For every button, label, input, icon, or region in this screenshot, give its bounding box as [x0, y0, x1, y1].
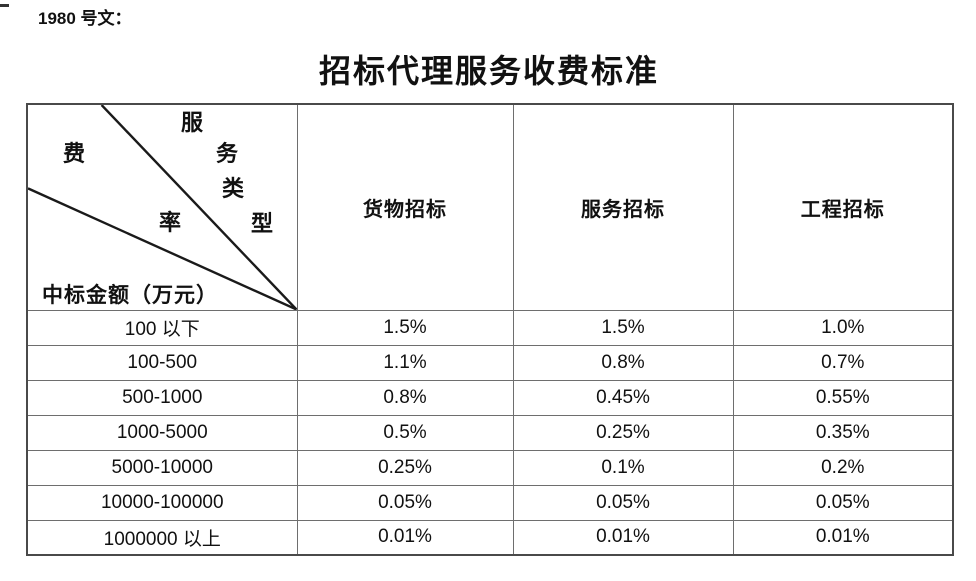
rate-cell: 0.45% — [512, 379, 734, 416]
corner-fee-rate-char-1: 费 — [62, 141, 86, 166]
corner-fee-rate-char-2: 率 — [158, 210, 182, 235]
row-range-cell: 10000-100000 — [26, 484, 298, 521]
rate-cell: 0.05% — [296, 484, 514, 521]
column-header-goods: 货物招标 — [296, 103, 514, 311]
rate-cell: 0.01% — [732, 519, 954, 556]
row-range-cell: 500-1000 — [26, 379, 298, 416]
row-range-cell: 100 以下 — [26, 309, 298, 346]
diagonal-divider-lines — [28, 105, 296, 309]
doc-number-label: 1980 号文： — [38, 9, 132, 28]
rate-cell: 0.01% — [296, 519, 514, 556]
row-range-cell: 1000-5000 — [26, 414, 298, 451]
rate-cell: 0.05% — [732, 484, 954, 521]
table-row: 100-500 1.1% 0.8% 0.7% — [26, 344, 954, 381]
table-row: 500-1000 0.8% 0.45% 0.55% — [26, 379, 954, 416]
table-row: 5000-10000 0.25% 0.1% 0.2% — [26, 449, 954, 486]
column-header-service: 服务招标 — [512, 103, 734, 311]
rate-cell: 0.2% — [732, 449, 954, 486]
rate-cell: 1.0% — [732, 309, 954, 346]
rate-cell: 1.1% — [296, 344, 514, 381]
row-range-cell: 1000000 以上 — [26, 519, 298, 556]
table-corner-cell: 服 务 类 型 费 率 中标金额（万元） — [26, 103, 298, 311]
rate-cell: 0.35% — [732, 414, 954, 451]
rate-cell: 0.25% — [512, 414, 734, 451]
rate-cell: 0.5% — [296, 414, 514, 451]
rate-cell: 0.8% — [296, 379, 514, 416]
column-header-engineering: 工程招标 — [732, 103, 954, 311]
table-row: 1000000 以上 0.01% 0.01% 0.01% — [26, 519, 954, 556]
corner-service-type-char-4: 型 — [250, 211, 274, 236]
rate-cell: 0.1% — [512, 449, 734, 486]
scan-artifact — [0, 4, 9, 7]
table-header-row: 服 务 类 型 费 率 中标金额（万元） 货物招标 服务招标 工程招标 — [26, 103, 954, 311]
corner-service-type-char-3: 类 — [221, 176, 245, 201]
rate-cell: 1.5% — [296, 309, 514, 346]
rate-cell: 0.55% — [732, 379, 954, 416]
table-row: 1000-5000 0.5% 0.25% 0.35% — [26, 414, 954, 451]
rate-cell: 0.8% — [512, 344, 734, 381]
page-title: 招标代理服务收费标准 — [318, 53, 659, 89]
fee-table: 服 务 类 型 费 率 中标金额（万元） 货物招标 服务招标 工程招标 100 … — [26, 103, 954, 556]
rate-cell: 0.7% — [732, 344, 954, 381]
rate-cell: 0.01% — [512, 519, 734, 556]
corner-amount-axis-label: 中标金额（万元） — [42, 283, 218, 307]
corner-service-type-char-1: 服 — [180, 110, 204, 135]
rate-cell: 0.25% — [296, 449, 514, 486]
table-row: 10000-100000 0.05% 0.05% 0.05% — [26, 484, 954, 521]
corner-service-type-char-2: 务 — [215, 141, 239, 166]
row-range-cell: 5000-10000 — [26, 449, 298, 486]
row-range-cell: 100-500 — [26, 344, 298, 381]
table-row: 100 以下 1.5% 1.5% 1.0% — [26, 309, 954, 346]
rate-cell: 1.5% — [512, 309, 734, 346]
rate-cell: 0.05% — [512, 484, 734, 521]
